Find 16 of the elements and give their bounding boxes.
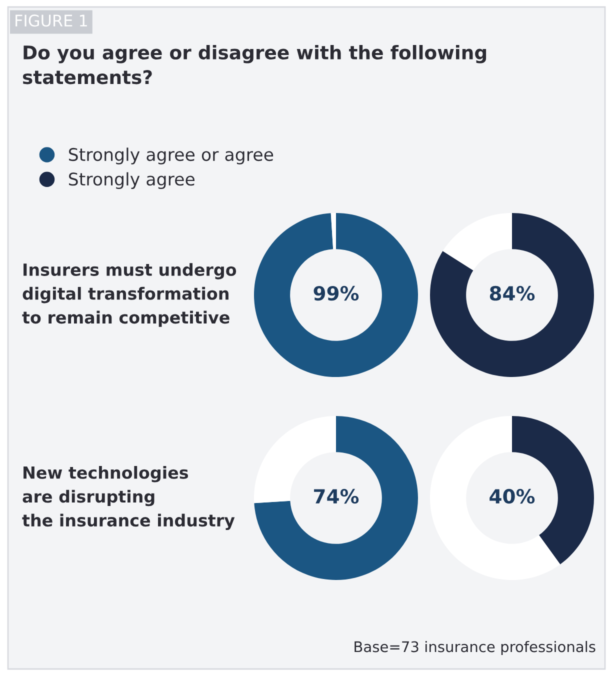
text: New technologies are disrupting the insurance industry (22, 466, 235, 530)
donut-slice (254, 213, 418, 377)
legend-label: Strongly agree or agree (68, 148, 274, 164)
legend-label: Strongly agree (68, 172, 194, 190)
data-label: 74% (314, 488, 359, 504)
text: Insurers must undergo digital transformation to remain competitive (22, 263, 236, 327)
data-label: 84% (490, 286, 535, 301)
donut-slice (430, 213, 594, 377)
data-label: 40% (490, 488, 535, 504)
text: Do you agree or disagree with the following statements? (22, 45, 486, 84)
donut-slice (430, 416, 560, 580)
text: Base=73 insurance professionals (354, 640, 596, 656)
donut-slice (330, 213, 336, 250)
donut-slice (442, 213, 512, 270)
donut-slice (254, 416, 418, 580)
data-label: 99% (314, 286, 359, 301)
